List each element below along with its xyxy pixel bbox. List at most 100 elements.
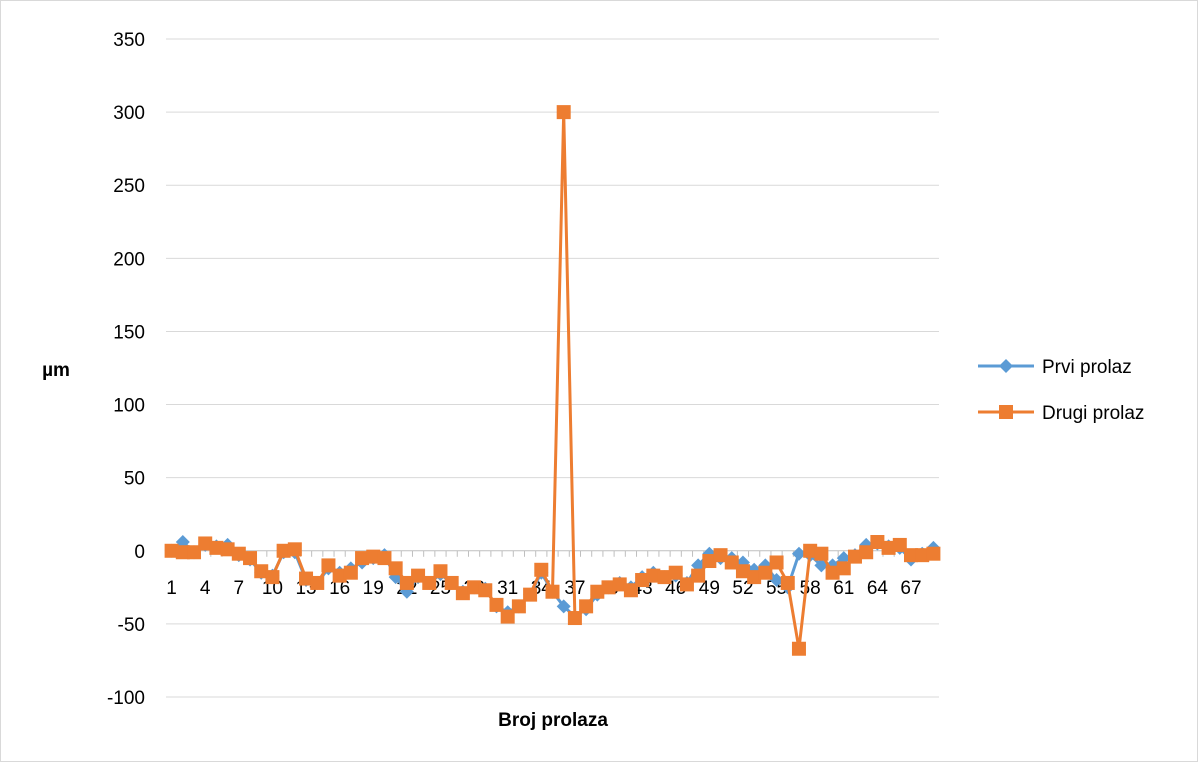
y-axis-ticks: 350 300 250 200 150 100 50 0 -50 -100 bbox=[107, 30, 145, 709]
series-point bbox=[209, 540, 224, 555]
y-tick-label: 0 bbox=[134, 542, 145, 563]
series-point bbox=[220, 542, 235, 557]
x-tick-label: 67 bbox=[900, 578, 921, 599]
series-point bbox=[287, 542, 302, 557]
series-plot bbox=[164, 105, 941, 656]
series-point bbox=[870, 535, 885, 550]
series-point bbox=[847, 549, 862, 564]
series-point bbox=[175, 545, 190, 560]
series-point bbox=[635, 573, 650, 588]
series-point bbox=[310, 575, 325, 590]
series-point bbox=[590, 584, 605, 599]
y-tick-label: 250 bbox=[113, 176, 145, 197]
series-point bbox=[511, 599, 526, 614]
legend: Prvi prolaz Drugi prolaz bbox=[978, 357, 1144, 424]
series-point bbox=[467, 580, 482, 595]
series-point bbox=[377, 551, 392, 566]
series-point bbox=[556, 599, 571, 614]
y-tick-label: 300 bbox=[113, 103, 145, 124]
y-tick-label: -100 bbox=[107, 688, 145, 709]
series-point bbox=[999, 405, 1013, 419]
series-point bbox=[999, 359, 1013, 373]
series-point bbox=[903, 548, 918, 563]
y-axis-title: µm bbox=[42, 360, 70, 381]
series-point bbox=[735, 564, 750, 579]
series-point bbox=[758, 565, 773, 580]
series-point bbox=[478, 583, 493, 598]
series-point bbox=[276, 543, 291, 558]
series-point bbox=[198, 536, 213, 551]
series-point bbox=[702, 554, 717, 569]
series-point bbox=[366, 549, 381, 564]
series-point bbox=[545, 584, 560, 599]
series-point bbox=[780, 575, 795, 590]
series-point bbox=[433, 564, 448, 579]
series-point bbox=[444, 575, 459, 590]
series-point bbox=[243, 551, 258, 566]
legend-item: Prvi prolaz bbox=[978, 357, 1132, 378]
series-point bbox=[859, 545, 874, 560]
y-tick-label: 150 bbox=[113, 322, 145, 343]
series-point bbox=[657, 570, 672, 585]
series-point bbox=[187, 545, 202, 560]
series-point bbox=[747, 570, 762, 585]
series-point bbox=[265, 570, 280, 585]
series-point bbox=[601, 580, 616, 595]
x-tick-label: 49 bbox=[699, 578, 720, 599]
series-point bbox=[713, 548, 728, 563]
series-point bbox=[399, 575, 414, 590]
series-point bbox=[825, 565, 840, 580]
x-tick-label: 31 bbox=[497, 578, 518, 599]
series-point bbox=[556, 105, 571, 120]
series-point bbox=[814, 546, 829, 561]
x-tick-label: 1 bbox=[166, 578, 177, 599]
x-tick-label: 16 bbox=[329, 578, 350, 599]
series-point bbox=[500, 609, 515, 624]
x-tick-label: 58 bbox=[800, 578, 821, 599]
series-point bbox=[612, 577, 627, 592]
series-point bbox=[679, 577, 694, 592]
series-point bbox=[791, 641, 806, 656]
series-point bbox=[523, 587, 538, 602]
series-point bbox=[623, 583, 638, 598]
legend-label: Drugi prolaz bbox=[1042, 403, 1144, 424]
series-drugi-prolaz bbox=[164, 105, 941, 656]
series-point bbox=[489, 597, 504, 612]
series-point bbox=[769, 573, 784, 588]
series-point bbox=[422, 575, 437, 590]
series-point bbox=[411, 568, 426, 583]
series-point bbox=[769, 555, 784, 570]
series-point bbox=[343, 565, 358, 580]
series-point bbox=[791, 546, 806, 561]
series-point bbox=[579, 599, 594, 614]
y-tick-label: 50 bbox=[124, 469, 145, 490]
series-point bbox=[646, 568, 661, 583]
series-point bbox=[915, 548, 930, 563]
x-tick-label: 4 bbox=[200, 578, 211, 599]
x-tick-label: 61 bbox=[833, 578, 854, 599]
series-point bbox=[881, 540, 896, 555]
x-tick-label: 19 bbox=[363, 578, 384, 599]
series-point bbox=[803, 543, 818, 558]
series-point bbox=[534, 562, 549, 577]
legend-label: Prvi prolaz bbox=[1042, 357, 1132, 378]
x-tick-label: 64 bbox=[867, 578, 889, 599]
series-point bbox=[164, 543, 179, 558]
legend-item: Drugi prolaz bbox=[978, 403, 1144, 424]
series-point bbox=[691, 568, 706, 583]
series-point bbox=[668, 565, 683, 580]
series-point bbox=[388, 561, 403, 576]
series-point bbox=[231, 546, 246, 561]
gridlines bbox=[166, 38, 939, 698]
series-point bbox=[836, 561, 851, 576]
series-point bbox=[892, 537, 907, 552]
series-point bbox=[254, 564, 269, 579]
series-point bbox=[567, 611, 582, 626]
x-axis-title: Broj prolaza bbox=[498, 710, 608, 731]
series-point bbox=[321, 558, 336, 573]
series-point bbox=[299, 571, 314, 586]
y-tick-label: 100 bbox=[113, 396, 145, 417]
series-point bbox=[455, 586, 470, 601]
series-point bbox=[332, 568, 347, 583]
